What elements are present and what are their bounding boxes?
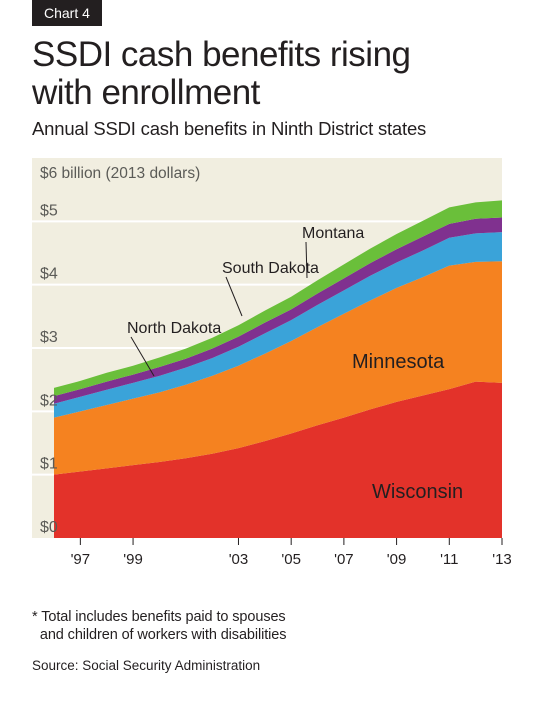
- chart-badge: Chart 4: [32, 0, 102, 26]
- footnote-line-2: and children of workers with disabilitie…: [40, 627, 287, 643]
- x-tick-label: '03: [229, 551, 249, 568]
- title-line-1: SSDI cash benefits rising: [32, 35, 411, 74]
- x-tick-label: '09: [387, 551, 407, 568]
- y-tick-label: $0: [40, 519, 58, 536]
- footnote-line-1: * Total includes benefits paid to spouse…: [32, 609, 286, 625]
- y-tick-label: $5: [40, 202, 58, 219]
- callout-label-north-dakota: North Dakota: [127, 320, 221, 337]
- y-top-label: $6 billion (2013 dollars): [40, 165, 200, 182]
- chart-footnote: * Total includes benefits paid to spouse…: [32, 608, 503, 644]
- callout-label-montana: Montana: [302, 225, 364, 242]
- x-tick-label: '99: [123, 551, 143, 568]
- chart-source: Source: Social Security Administration: [32, 658, 503, 673]
- x-tick-label: '11: [440, 551, 458, 568]
- chart-area: $0 $1 $2 $3 $4 $5 $6 billion (2013 dollars) '97…: [32, 158, 512, 588]
- title-line-2: with enrollment: [32, 73, 260, 112]
- y-tick-label: $3: [40, 329, 58, 346]
- stacked-area-chart: $0 $1 $2 $3 $4 $5 $6 billion (2013 dollars) '97…: [32, 158, 512, 588]
- chart-subtitle: Annual SSDI cash benefits in Ninth Distr…: [32, 118, 503, 140]
- y-tick-label: $4: [40, 265, 58, 282]
- band-label-minnesota: Minnesota: [352, 351, 445, 373]
- x-tick-label: '13: [492, 551, 512, 568]
- y-tick-label: $1: [40, 455, 58, 472]
- callout-label-south-dakota: South Dakota: [222, 260, 319, 277]
- y-tick-label: $2: [40, 392, 58, 409]
- band-label-wisconsin: Wisconsin: [372, 481, 463, 503]
- x-tick-label: '05: [281, 551, 301, 568]
- x-tick-label: '97: [71, 551, 91, 568]
- x-tick-label: '07: [334, 551, 354, 568]
- chart-title: SSDI cash benefits rising with enrollmen…: [32, 36, 503, 112]
